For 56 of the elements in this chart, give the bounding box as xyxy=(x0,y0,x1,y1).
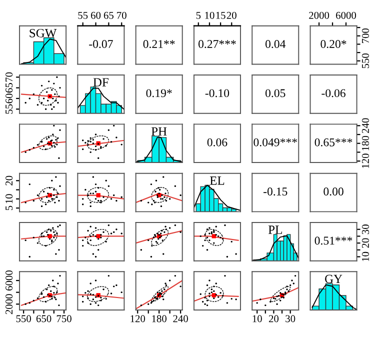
x-tick-label: 10 xyxy=(205,12,214,19)
x-tick-label: 240 xyxy=(173,315,188,322)
text: 0.21** xyxy=(143,40,175,48)
x-tick-label: 2000 xyxy=(309,12,330,19)
text: -0.06 xyxy=(322,89,346,98)
y-tick-label: 6000 xyxy=(6,270,13,290)
y-tick-label: 55 xyxy=(6,104,13,114)
y-tick-label: 70 xyxy=(6,72,13,82)
text: GY xyxy=(325,274,342,284)
x-tick-label: 6000 xyxy=(336,12,356,19)
text: 0.00 xyxy=(324,188,344,196)
text: 0.049*** xyxy=(254,138,297,146)
y-tick-label: 10 xyxy=(6,194,13,204)
x-tick-label: 70 xyxy=(117,12,126,19)
x-tick-label: 60 xyxy=(91,12,101,19)
y-tick-label: 550 xyxy=(362,53,369,68)
y-tick-label: 180 xyxy=(362,136,369,150)
text: 0.19* xyxy=(146,89,172,98)
x-tick-label: 180 xyxy=(152,315,166,322)
text: 0.27*** xyxy=(198,40,236,48)
text: EL xyxy=(210,176,224,185)
text: -0.15 xyxy=(264,188,288,196)
text: 0.05 xyxy=(266,89,286,98)
x-tick-label: 10 xyxy=(252,315,262,322)
y-tick-label: 65 xyxy=(6,83,13,93)
x-tick-label: 30 xyxy=(286,315,296,322)
x-tick-label: 550 xyxy=(16,315,31,322)
y-tick-label: 700 xyxy=(362,28,369,43)
x-tick-label: 120 xyxy=(130,315,146,322)
annotation: 0.20* xyxy=(320,40,346,48)
x-tick-label: 5 xyxy=(196,12,201,19)
y-tick-label: 20 xyxy=(362,238,369,248)
y-tick-label: 10 xyxy=(362,252,369,262)
text: -0.07 xyxy=(89,40,113,48)
x-tick-label: 20 xyxy=(268,315,279,322)
y-tick-label: 20 xyxy=(6,176,13,186)
y-tick-label: 5 xyxy=(6,206,13,210)
x-tick-label: 650 xyxy=(36,315,52,322)
text: PL xyxy=(268,226,282,234)
x-tick-label: 55 xyxy=(78,12,88,19)
x-tick-label: 65 xyxy=(104,12,114,19)
y-tick-label: 30 xyxy=(362,224,369,234)
x-tick-label: 15 xyxy=(216,12,226,19)
text: SGW xyxy=(30,28,57,38)
text: -0.10 xyxy=(205,89,230,98)
annotation: 0.51*** xyxy=(314,236,352,245)
text: PH xyxy=(151,127,167,136)
text: DF xyxy=(93,78,108,86)
text: 0.04 xyxy=(266,40,286,48)
text: 0.06 xyxy=(207,138,228,146)
annotation: 0.65*** xyxy=(314,138,352,146)
x-tick-label: 20 xyxy=(226,12,236,19)
y-tick-label: 240 xyxy=(362,118,369,134)
y-tick-label: 120 xyxy=(362,154,369,168)
x-tick-label: 750 xyxy=(56,315,72,322)
y-tick-label: 60 xyxy=(6,94,13,104)
